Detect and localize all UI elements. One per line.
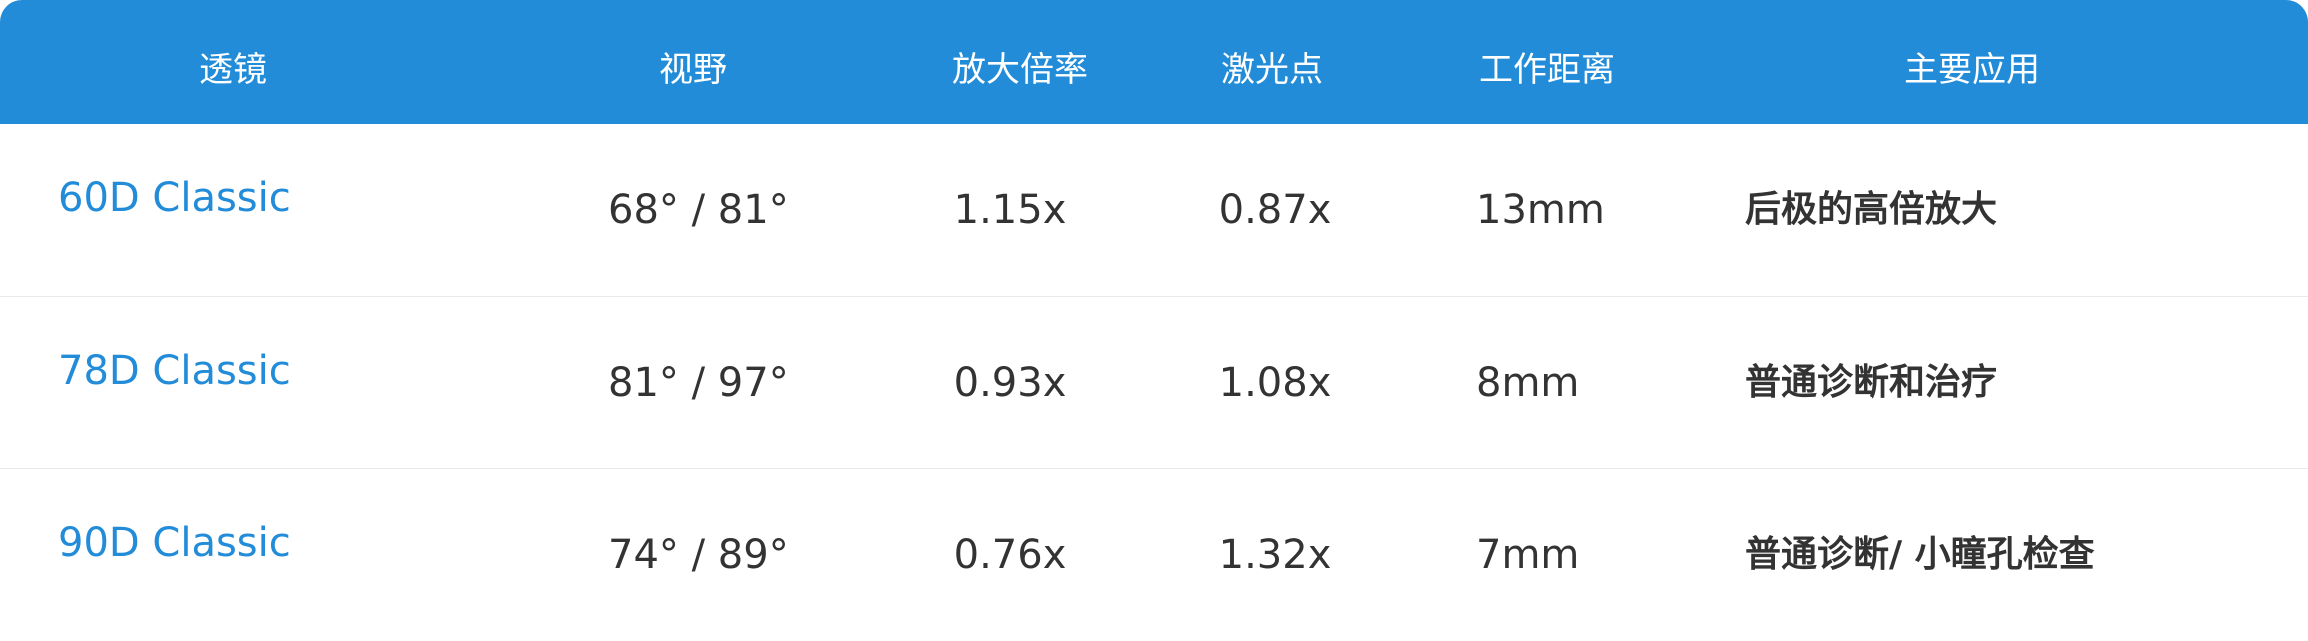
header-lens: 透镜 <box>199 50 267 90</box>
laser-spot-value: 1.32x <box>1218 532 1332 578</box>
header-field-of-view: 视野 <box>659 50 727 90</box>
field-of-view-value: 81° / 97° <box>608 360 789 406</box>
application-value: 普通诊断和治疗 <box>1745 362 1998 403</box>
header-laser-spot: 激光点 <box>1221 50 1323 90</box>
header-application: 主要应用 <box>1904 50 2040 90</box>
lens-name: 60D Classic <box>58 175 291 221</box>
laser-spot-value: 1.08x <box>1218 360 1332 406</box>
table-row: 90D Classic 74° / 89° 0.76x 1.32x 7mm 普通… <box>0 468 2308 641</box>
working-distance-value: 7mm <box>1476 532 1580 578</box>
magnification-value: 0.93x <box>953 360 1067 406</box>
table-row: 78D Classic 81° / 97° 0.93x 1.08x 8mm 普通… <box>0 296 2308 469</box>
working-distance-value: 8mm <box>1476 360 1580 406</box>
field-of-view-value: 74° / 89° <box>608 532 789 578</box>
working-distance-value: 13mm <box>1476 187 1605 233</box>
table-header: 透镜 视野 放大倍率 激光点 工作距离 主要应用 <box>0 0 2308 124</box>
lens-name: 90D Classic <box>58 520 291 566</box>
table-row: 60D Classic 68° / 81° 1.15x 0.87x 13mm 后… <box>0 124 2308 296</box>
lens-name: 78D Classic <box>58 348 291 394</box>
field-of-view-value: 68° / 81° <box>608 187 789 233</box>
laser-spot-value: 0.87x <box>1218 187 1332 233</box>
header-magnification: 放大倍率 <box>952 50 1088 90</box>
magnification-value: 0.76x <box>953 532 1067 578</box>
application-value: 后极的高倍放大 <box>1745 189 1998 230</box>
header-working-distance: 工作距离 <box>1479 50 1615 90</box>
application-value: 普通诊断/ 小瞳孔检查 <box>1745 534 2095 575</box>
magnification-value: 1.15x <box>953 187 1067 233</box>
